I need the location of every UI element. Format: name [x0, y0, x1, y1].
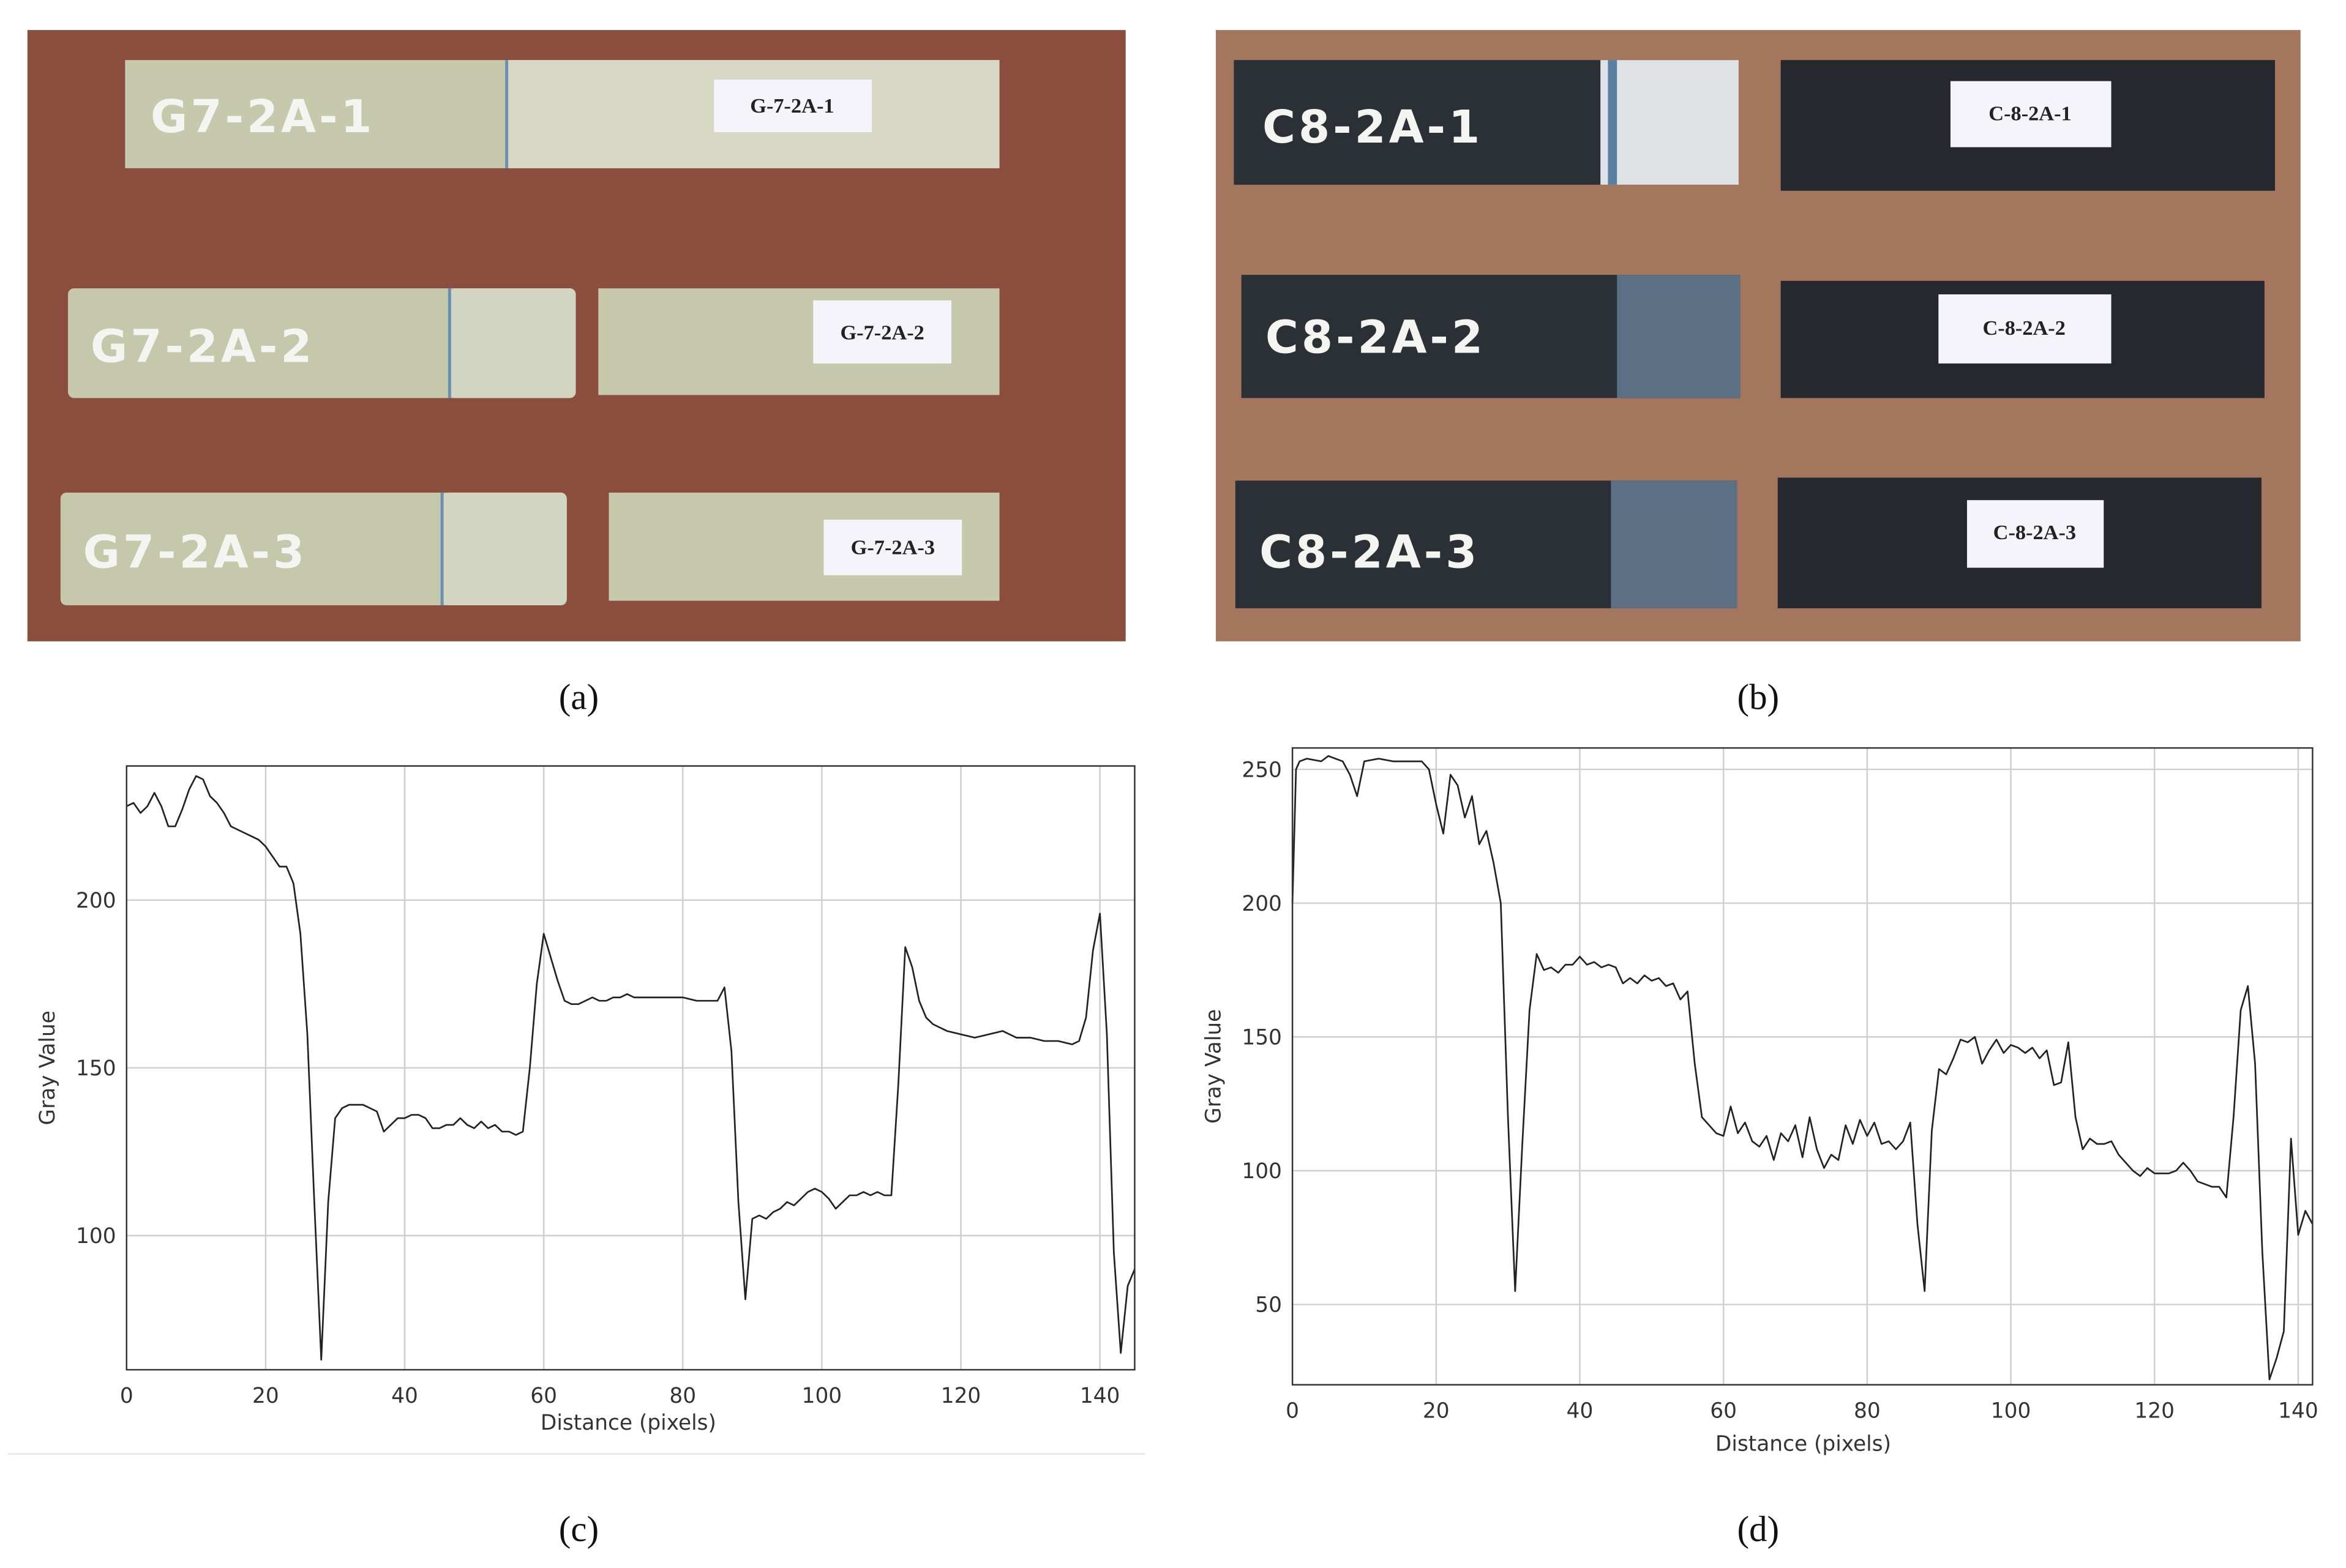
y-tick-label: 250 — [1242, 758, 1282, 782]
handwritten-mark: G7-2A-3 — [83, 527, 308, 579]
photo-b: C8-2A-1 C8-2A-2 C8-2A-3 C-8-2A-1 C-8-2A-… — [1215, 30, 2301, 641]
label-sticker — [1966, 500, 2104, 568]
x-axis-label: Distance (pixels) — [1715, 1432, 1891, 1457]
caption: (d) — [1737, 1509, 1780, 1549]
data-line — [126, 775, 1136, 1361]
label-sticker — [1950, 81, 2112, 147]
handwritten-mark: C8-2A-2 — [1265, 312, 1486, 364]
caption: (c) — [559, 1509, 599, 1549]
y-tick-label: 100 — [76, 1224, 116, 1249]
specimen — [60, 492, 567, 605]
label-text: C-8-2A-2 — [1982, 316, 2065, 340]
x-tick-label: 140 — [1080, 1384, 1120, 1408]
y-tick-label: 200 — [76, 889, 116, 913]
handwritten-mark: G7-2A-1 — [151, 91, 375, 143]
chart: 0 20 40 60 80 100 120 140 100 150 200 Distance (pix… — [36, 765, 1136, 1435]
x-tick-label: 20 — [252, 1384, 279, 1408]
x-tick-label: 80 — [1854, 1399, 1881, 1424]
handwritten-mark: G7-2A-2 — [91, 321, 315, 373]
chart: 0 20 40 60 80 100 120 140 50 100 150 200 250 Distance… — [1201, 747, 2318, 1457]
x-tick-label: 40 — [1567, 1399, 1594, 1424]
caption: (b) — [1737, 677, 1780, 717]
x-tick-label: 0 — [120, 1384, 133, 1408]
y-axis-label: Gray Value — [36, 1010, 60, 1125]
label-sticker — [1938, 294, 2112, 364]
x-tick-label: 40 — [391, 1384, 418, 1408]
y-axis-label: Gray Value — [1201, 1009, 1226, 1124]
label-text: G-7-2A-2 — [840, 321, 924, 345]
y-tick-label: 200 — [1242, 892, 1282, 916]
label-sticker — [823, 520, 962, 575]
label-text: C-8-2A-1 — [1988, 102, 2071, 125]
x-tick-label: 60 — [1710, 1399, 1737, 1424]
y-tick-label: 100 — [1242, 1159, 1282, 1184]
label-sticker — [714, 80, 872, 132]
specimen-overlap — [442, 492, 567, 605]
plot-area — [1292, 748, 2313, 1385]
marker-line — [1608, 60, 1617, 185]
label-text: G-7-2A-3 — [851, 536, 935, 559]
x-tick-label: 100 — [1991, 1399, 2031, 1424]
plot-frame — [1291, 747, 2314, 1386]
label-text: G-7-2A-1 — [750, 94, 834, 118]
x-tick-label: 0 — [1286, 1399, 1299, 1424]
y-tick-label: 50 — [1255, 1293, 1282, 1318]
handwritten-mark: C8-2A-3 — [1259, 527, 1480, 579]
x-tick-label: 120 — [941, 1384, 981, 1408]
data-line — [1291, 755, 2314, 1381]
specimen-overlap — [1611, 480, 1737, 608]
x-tick-label: 100 — [802, 1384, 842, 1408]
specimen-overlap — [449, 288, 576, 398]
specimen-overlap — [1600, 60, 1739, 185]
y-tick-label: 150 — [1242, 1026, 1282, 1050]
handwritten-mark: C8-2A-1 — [1262, 102, 1483, 154]
x-tick-label: 140 — [2278, 1399, 2318, 1424]
x-tick-label: 120 — [2134, 1399, 2175, 1424]
x-axis-label: Distance (pixels) — [541, 1411, 716, 1435]
plot-frame — [126, 765, 1136, 1371]
photo-a: G7-2A-1 G7-2A-2 G7-2A-3 G-7-2A-1 G-7-2A-… — [27, 30, 1126, 641]
y-tick-label: 150 — [76, 1056, 116, 1081]
label-sticker — [813, 300, 952, 364]
x-tick-label: 80 — [669, 1384, 696, 1408]
x-tick-label: 20 — [1423, 1399, 1450, 1424]
x-tick-label: 60 — [530, 1384, 557, 1408]
caption: (a) — [559, 677, 599, 717]
label-text: C-8-2A-3 — [1993, 521, 2076, 544]
specimen-overlap — [1617, 275, 1741, 398]
